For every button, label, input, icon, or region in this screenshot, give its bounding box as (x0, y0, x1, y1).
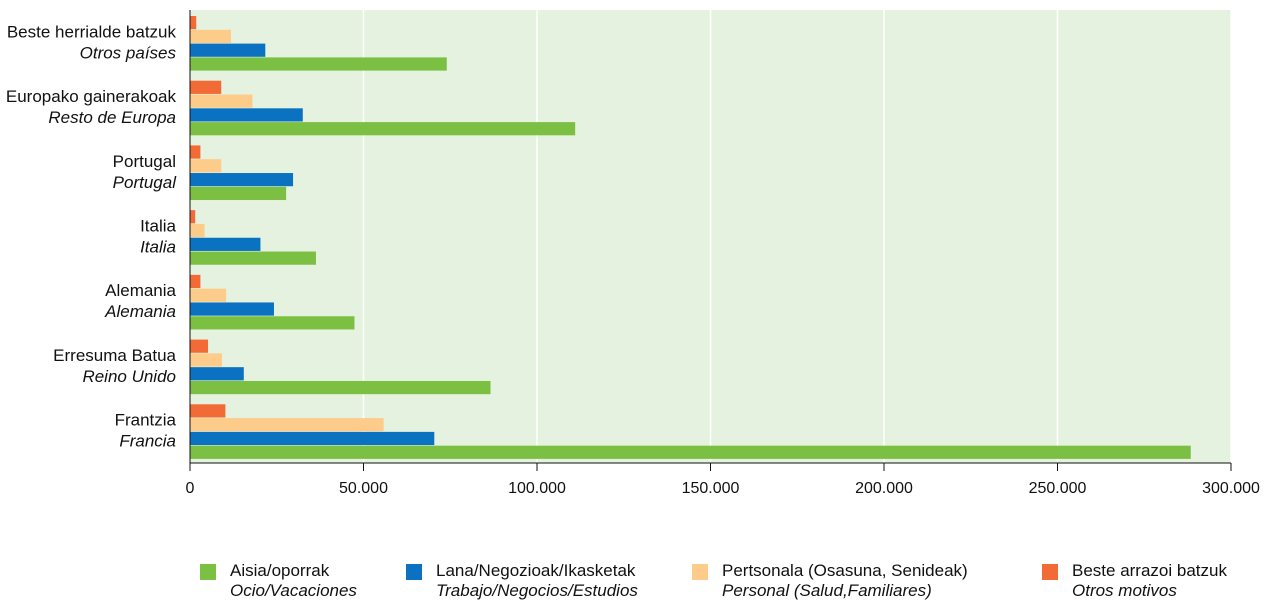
bar-4-series-4 (190, 251, 316, 265)
legend-label-eu-1: Aisia/oporrak (230, 561, 330, 580)
x-tick-label-5: 250.000 (1029, 480, 1087, 497)
category-label-eu-1: Beste herrialde batzuk (7, 22, 177, 41)
legend-swatch-2 (406, 564, 422, 580)
category-label-es-3: Portugal (113, 173, 178, 192)
bar-2-series-4 (190, 122, 576, 136)
bar-1-series-2 (190, 29, 231, 43)
category-labels: Beste herrialde batzuk Otros países Europa… (6, 22, 177, 450)
bar-5-series-3 (190, 302, 274, 316)
bar-2-series-1 (190, 80, 222, 94)
x-tick-label-4: 200.000 (855, 480, 913, 497)
legend-swatch-4 (1042, 564, 1058, 580)
bar-5-series-2 (190, 288, 227, 302)
x-tick-label-1: 50.000 (339, 480, 388, 497)
bar-6-series-4 (190, 380, 491, 395)
legend-label-es-4: Otros motivos (1072, 581, 1177, 600)
legend-swatch-3 (692, 564, 708, 580)
category-label-eu-7: Frantzia (115, 411, 177, 430)
bar-1-series-3 (190, 43, 266, 57)
x-tick-label-0: 0 (186, 480, 195, 497)
bar-4-series-3 (190, 237, 261, 251)
bar-3-series-1 (190, 145, 201, 159)
bar-2-series-2 (190, 94, 253, 108)
legend-label-eu-2: Lana/Negozioak/Ikasketak (436, 561, 636, 580)
bar-4-series-2 (190, 223, 205, 238)
category-label-eu-5: Alemania (105, 281, 176, 300)
bars (190, 16, 1191, 459)
legend-label-eu-3: Pertsonala (Osasuna, Senideak) (722, 561, 968, 580)
bar-2-series-3 (190, 108, 303, 122)
legend-label-es-2: Trabajo/Negocios/Estudios (436, 581, 638, 600)
category-label-es-1: Otros países (80, 43, 177, 62)
bar-4-series-1 (190, 210, 196, 224)
category-label-eu-2: Europako gainerakoak (6, 87, 177, 106)
legend-item-1: Aisia/oporrak Ocio/Vacaciones (200, 561, 357, 601)
x-tick-labels: 0 50.000 100.000 150.000 200.000 250.000 300.0… (186, 480, 1260, 497)
category-label-es-5: Alemania (104, 302, 176, 321)
x-tick-label-2: 100.000 (508, 480, 566, 497)
legend-item-4: Beste arrazoi batzuk Otros motivos (1042, 561, 1227, 601)
category-label-es-2: Resto de Europa (48, 108, 176, 127)
legend-swatch-1 (200, 564, 216, 580)
legend: Aisia/oporrak Ocio/Vacaciones Lana/Negozio… (0, 561, 1280, 601)
bar-5-series-4 (190, 316, 355, 330)
legend-label-es-1: Ocio/Vacaciones (230, 581, 357, 600)
category-label-es-6: Reino Unido (82, 367, 176, 386)
bar-chart: Beste herrialde batzuk Otros países Europa… (6, 10, 1260, 497)
bar-6-series-1 (190, 339, 209, 353)
bar-6-series-2 (190, 353, 222, 367)
bar-1-series-4 (190, 57, 447, 71)
category-label-es-4: Italia (140, 238, 176, 257)
legend-label-es-3: Personal (Salud,Familiares) (722, 581, 932, 600)
bar-3-series-4 (190, 186, 287, 201)
legend-item-2: Lana/Negozioak/Ikasketak Trabajo/Negocios… (406, 561, 638, 601)
bar-3-series-3 (190, 173, 294, 187)
x-tick-label-6: 300.000 (1202, 480, 1260, 497)
bar-5-series-1 (190, 274, 201, 289)
x-tick-label-3: 150.000 (682, 480, 740, 497)
gridlines (362, 10, 1232, 463)
category-label-eu-3: Portugal (113, 152, 176, 171)
bar-3-series-2 (190, 159, 222, 173)
legend-label-eu-4: Beste arrazoi batzuk (1072, 561, 1227, 580)
bar-1-series-1 (190, 16, 197, 30)
axes (189, 10, 1232, 471)
bar-7-series-3 (190, 431, 435, 446)
bar-7-series-4 (190, 445, 1191, 459)
bar-7-series-2 (190, 418, 384, 432)
category-label-eu-6: Erresuma Batua (53, 346, 176, 365)
legend-item-3: Pertsonala (Osasuna, Senideak) Personal (… (692, 561, 968, 601)
category-label-es-7: Francia (119, 432, 176, 451)
bar-6-series-3 (190, 367, 244, 381)
category-label-eu-4: Italia (140, 217, 176, 236)
bar-7-series-1 (190, 404, 226, 418)
